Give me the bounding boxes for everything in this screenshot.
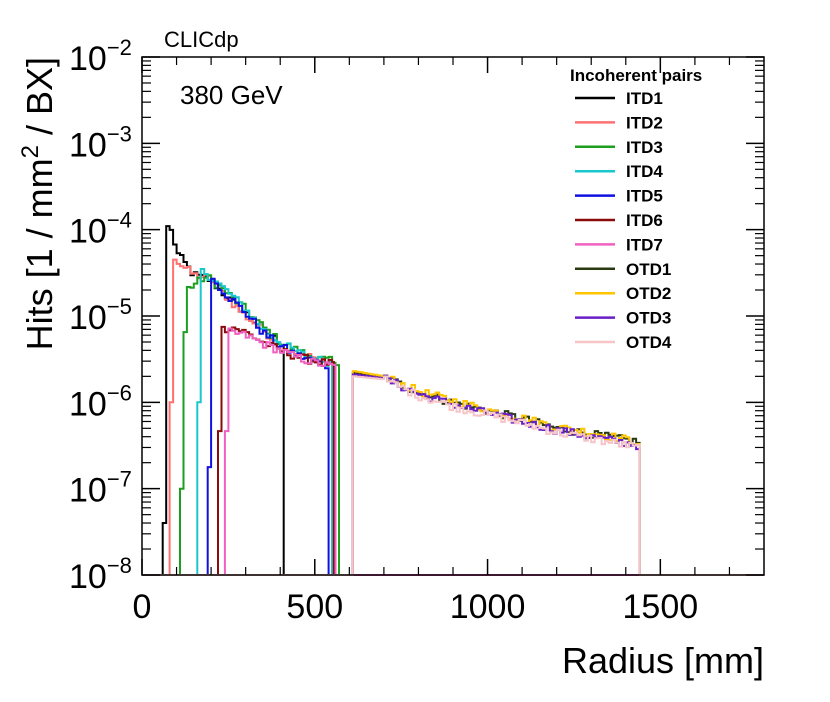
series-itd2 <box>142 258 764 576</box>
y-tick-label: 10−3 <box>69 121 132 164</box>
legend: Incoherent pairs ITD1 ITD2 ITD3 ITD4 ITD5 ITD… <box>570 66 702 352</box>
energy-label: 380 GeV <box>180 80 283 110</box>
y-tick-label: 10−8 <box>69 553 132 596</box>
tick-labels: 0 500 1000 1500 10−8 10−7 10−6 10−5 10−4 10−3 10−2 <box>69 35 698 626</box>
y-tick-label: 10−6 <box>69 380 132 423</box>
legend-label-otd1: OTD1 <box>626 260 671 279</box>
collaboration-label: CLICdp <box>164 27 239 52</box>
x-tick-label: 500 <box>286 588 343 626</box>
series-itd5 <box>142 277 764 576</box>
legend-label-otd3: OTD3 <box>626 309 671 328</box>
legend-label-itd1: ITD1 <box>626 89 663 108</box>
legend-label-itd7: ITD7 <box>626 235 663 254</box>
series-layer <box>142 225 764 576</box>
ticks-layer <box>141 56 764 576</box>
x-tick-label: 0 <box>133 588 152 626</box>
y-tick-label: 10−2 <box>69 35 132 78</box>
legend-label-itd2: ITD2 <box>626 113 663 132</box>
x-tick-label: 1000 <box>450 588 526 626</box>
x-tick-label: 1500 <box>623 588 699 626</box>
legend-title: Incoherent pairs <box>570 66 702 85</box>
y-axis-title-sup: 2 <box>17 145 44 158</box>
series-itd7 <box>142 327 764 576</box>
series-otd4 <box>142 375 764 576</box>
legend-label-itd4: ITD4 <box>626 162 663 181</box>
y-axis-title-pre: Hits [1 / mm <box>19 158 60 350</box>
legend-label-itd6: ITD6 <box>626 211 663 230</box>
legend-label-itd5: ITD5 <box>626 187 663 206</box>
series-itd6 <box>142 325 764 576</box>
legend-label-otd2: OTD2 <box>626 284 671 303</box>
x-axis-title: Radius [mm] <box>562 640 764 681</box>
y-tick-label: 10−5 <box>69 294 132 337</box>
y-axis-title-post: / BX] <box>19 57 60 145</box>
y-tick-label: 10−7 <box>69 467 132 510</box>
series-otd2 <box>142 370 764 576</box>
y-tick-label: 10−4 <box>69 208 132 251</box>
legend-label-otd4: OTD4 <box>626 333 672 352</box>
y-axis-title: Hits [1 / mm2 / BX] <box>17 57 60 350</box>
legend-label-itd3: ITD3 <box>626 138 663 157</box>
